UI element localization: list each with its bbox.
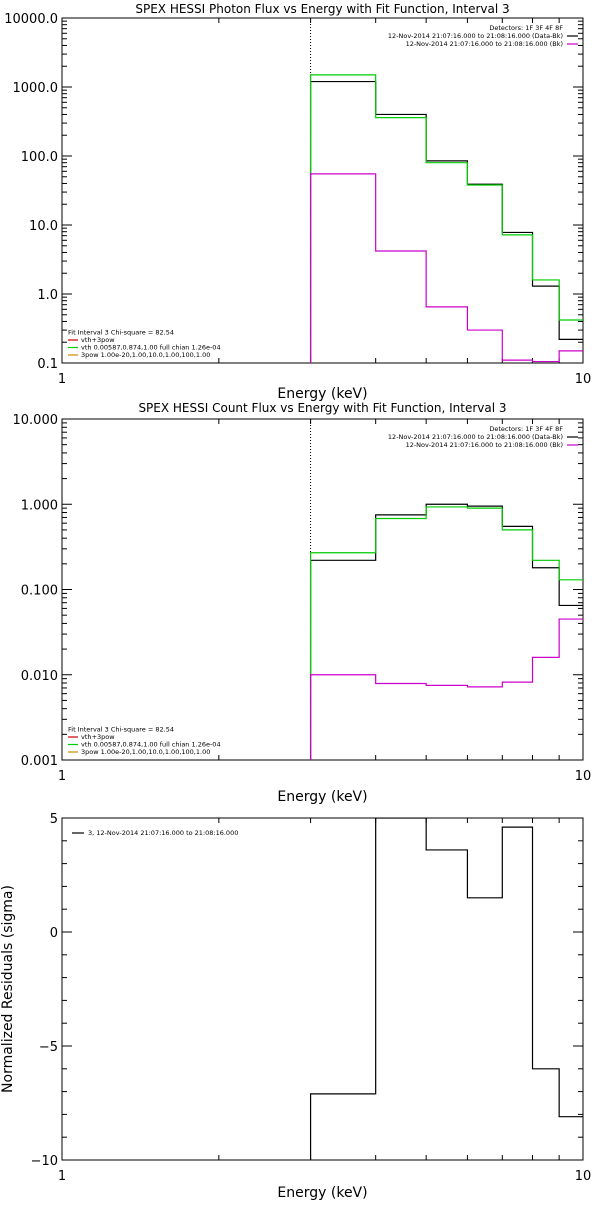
x-axis-label: Energy (keV) [277, 789, 367, 805]
y-tick-label: 0.001 [21, 754, 58, 769]
legend-text: Fit Interval 3 Chi-square = 82.54 [68, 329, 174, 337]
x-tick-label: 10 [575, 1169, 592, 1184]
plot-frame [61, 817, 584, 1161]
histogram-series-2 [309, 74, 583, 363]
x-tick-label: 10 [575, 769, 592, 784]
data-layer [309, 818, 583, 1160]
y-tick-label: 10.000 [13, 413, 59, 428]
plot-panel-2: SPEX HESSI Count Flux vs Energy with Fit… [13, 401, 592, 805]
histogram-series-3 [309, 173, 583, 363]
y-axis-label: Normalized Residuals (sigma) [0, 885, 16, 1093]
chart-title: SPEX HESSI Count Flux vs Energy with Fit… [138, 401, 506, 415]
y-tick-label: 1.0 [37, 288, 58, 303]
legend-text: 12-Nov-2014 21:07:16.000 to 21:08:16.000… [388, 433, 563, 441]
legend-text: vth+3pow [81, 733, 115, 741]
legend-text: Detectors: 1F 3F 4F 8F [489, 24, 563, 32]
legend-text: vth 0.00587,0.874,1.00 full chian 1.26e-… [81, 741, 221, 749]
plot-frame [61, 17, 584, 364]
x-tick-label: 1 [58, 769, 66, 784]
legend-text: 3pow 1.00e-20,1.00,10.0,1.00,100,1.00 [81, 748, 210, 756]
y-tick-label: 0.100 [21, 584, 58, 599]
x-axis-label: Energy (keV) [277, 1185, 367, 1200]
plot-panel-1: SPEX HESSI Photon Flux vs Energy with Fi… [4, 2, 591, 402]
legend-text: 12-Nov-2014 21:07:16.000 to 21:08:16.000… [388, 32, 563, 40]
chart-title: SPEX HESSI Photon Flux vs Energy with Fi… [135, 2, 509, 16]
y-tick-label: 100.0 [21, 150, 58, 165]
y-tick-label: −5 [39, 1040, 58, 1055]
legend-text: 3pow 1.00e-20,1.00,10.0,1.00,100,1.00 [81, 351, 210, 359]
y-tick-label: 0.010 [21, 669, 58, 684]
x-tick-label: 10 [575, 372, 592, 387]
legend-bottom-left: Fit Interval 3 Chi-square = 82.54vth+3po… [68, 329, 221, 359]
legend-text: Fit Interval 3 Chi-square = 82.54 [68, 726, 174, 734]
x-tick-label: 1 [58, 372, 66, 387]
histogram-series-2 [309, 506, 583, 760]
legend-top-left: 3, 12-Nov-2014 21:07:16.000 to 21:08:16.… [72, 829, 238, 837]
data-layer [309, 419, 583, 760]
histogram-series-3 [309, 618, 583, 760]
y-tick-label: −10 [31, 1154, 58, 1169]
legend-text: vth+3pow [81, 336, 115, 344]
y-tick-label: 5 [50, 812, 58, 827]
data-layer [309, 18, 583, 363]
plot-panel-3: 5 0 −5 −101 10 Energy (keV) Normalized Residua… [0, 812, 592, 1201]
y-tick-label: 0.1 [37, 357, 58, 372]
x-tick-label: 1 [58, 1169, 66, 1184]
legend-bottom-left: Fit Interval 3 Chi-square = 82.54vth+3po… [68, 726, 221, 756]
legend-text: Detectors: 1F 3F 4F 8F [489, 425, 563, 433]
histogram-series-1 [309, 818, 583, 1160]
legend-text: 12-Nov-2014 21:07:16.000 to 21:08:16.000… [406, 40, 563, 48]
y-tick-label: 10.0 [29, 219, 58, 234]
x-axis-label: Energy (keV) [277, 386, 367, 402]
legend-text: 12-Nov-2014 21:07:16.000 to 21:08:16.000… [406, 441, 563, 449]
y-tick-label: 0 [50, 926, 58, 941]
legend-text: 3, 12-Nov-2014 21:07:16.000 to 21:08:16.… [88, 829, 238, 837]
y-tick-label: 1000.0 [13, 81, 59, 96]
legend-text: vth 0.00587,0.874,1.00 full chian 1.26e-… [81, 344, 221, 352]
y-tick-label: 10000.0 [4, 12, 58, 27]
y-tick-label: 1.000 [21, 498, 58, 513]
